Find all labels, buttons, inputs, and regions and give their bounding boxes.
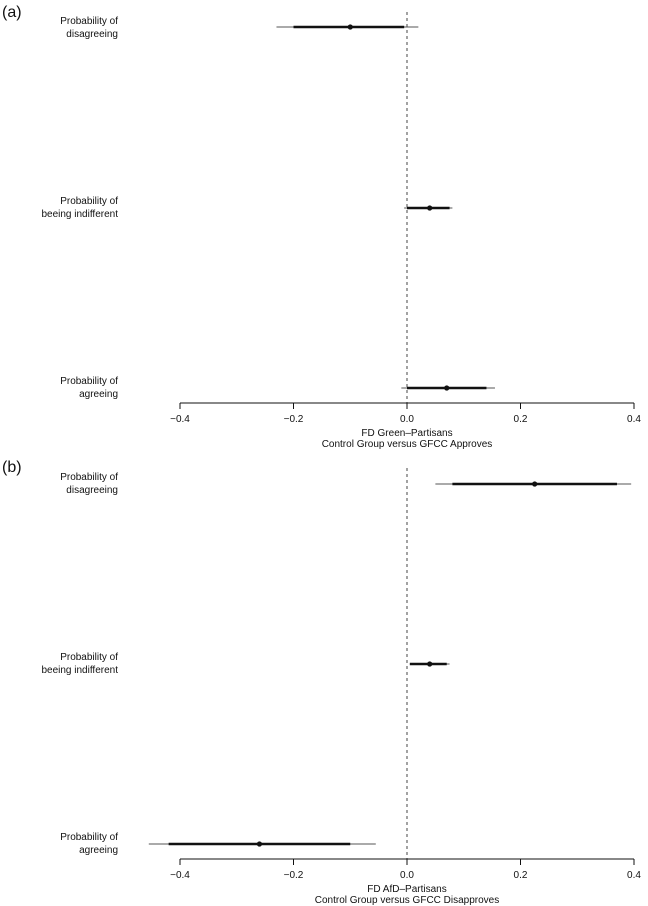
coefficient-plot-a: −0.4 −0.2 0.0 0.2 0.4 (170, 12, 641, 425)
point-estimate (427, 205, 433, 211)
coefficient-plot-b: −0.4 −0.2 0.0 0.2 0.4 (148, 468, 641, 881)
category-label-line: beeing indifferent (41, 664, 118, 676)
x-tick-label: 0.2 (514, 414, 528, 425)
category-label-line: agreeing (79, 388, 118, 400)
x-tick-label: −0.2 (284, 414, 304, 425)
point-estimate (427, 661, 433, 667)
x-tick-label: 0.4 (627, 414, 641, 425)
x-axis-label-line: FD AfD–Partisans (367, 884, 447, 895)
x-axis-label-line: FD Green–Partisans (361, 428, 453, 439)
x-axis-label-line: Control Group versus GFCC Disapproves (314, 895, 500, 906)
x-tick-label: −0.2 (284, 870, 304, 881)
panel-label: (b) (2, 459, 22, 476)
category-label-line: Probability of (60, 16, 118, 27)
category-label-line: disagreeing (66, 28, 118, 40)
x-axis-label-line: Control Group versus GFCC Approves (321, 439, 493, 450)
category-label-disagreeing: Probability of disagreeing (8, 16, 118, 41)
category-label-line: Probability of (60, 832, 118, 843)
category-label-agreeing: Probability of agreeing (8, 832, 118, 857)
category-label-line: agreeing (79, 844, 118, 856)
panel-label: (a) (2, 4, 22, 21)
x-axis-label: FD AfD–Partisans Control Group versus GF… (180, 884, 634, 906)
category-label-line: Probability of (60, 652, 118, 663)
x-tick-label: −0.4 (170, 870, 190, 881)
point-estimate (532, 481, 538, 487)
category-label-line: disagreeing (66, 484, 118, 496)
category-label-agreeing: Probability of agreeing (8, 376, 118, 401)
x-axis-label: FD Green–Partisans Control Group versus … (180, 428, 634, 450)
x-tick-label: 0.4 (627, 870, 641, 881)
category-label-indifferent: Probability of beeing indifferent (8, 196, 118, 221)
category-label-indifferent: Probability of beeing indifferent (8, 652, 118, 677)
category-label-line: Probability of (60, 376, 118, 387)
point-estimate (256, 841, 263, 847)
panel-a: (a) Probability of disagreeing Probabili… (0, 0, 648, 452)
panel-b: (b) Probability of disagreeing Probabili… (0, 452, 648, 906)
category-label-line: beeing indifferent (41, 208, 118, 220)
point-estimate (444, 385, 450, 391)
x-tick-label: 0.0 (400, 414, 414, 425)
x-tick-label: −0.4 (170, 414, 190, 425)
point-estimate (347, 24, 353, 30)
category-label-disagreeing: Probability of disagreeing (8, 472, 118, 497)
x-tick-label: 0.0 (400, 870, 414, 881)
x-tick-label: 0.2 (514, 870, 528, 881)
category-label-line: Probability of (60, 472, 118, 483)
category-label-line: Probability of (60, 196, 118, 207)
